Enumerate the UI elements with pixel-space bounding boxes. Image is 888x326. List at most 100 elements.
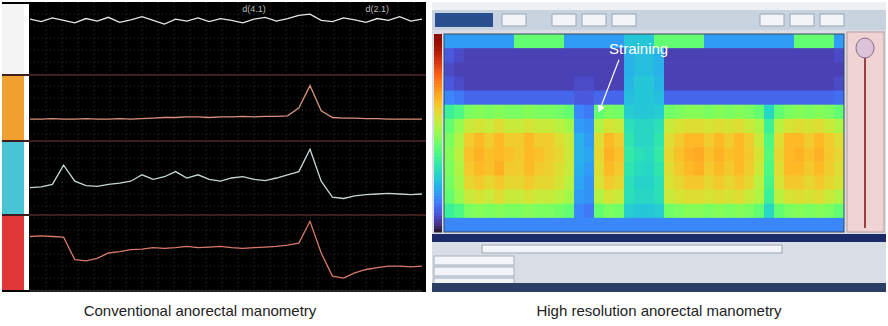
pressure-cell	[764, 175, 775, 190]
pressure-cell	[544, 147, 555, 162]
pressure-cell	[464, 105, 475, 120]
pressure-cell	[724, 204, 735, 219]
pressure-cell	[764, 161, 775, 176]
color-bar-step	[434, 179, 442, 183]
pressure-cell	[464, 34, 475, 49]
pressure-cell	[504, 48, 515, 63]
pressure-cell	[474, 34, 485, 49]
pressure-cell	[594, 34, 605, 49]
pressure-cell	[774, 190, 785, 205]
pressure-cell	[514, 105, 525, 120]
pressure-cell	[584, 218, 595, 232]
pressure-cell	[644, 175, 655, 190]
pressure-cell	[504, 105, 515, 120]
pressure-cell	[494, 133, 505, 148]
pressure-cell	[524, 133, 535, 148]
pressure-cell	[634, 76, 645, 91]
pressure-cell	[734, 62, 745, 77]
pressure-cell	[614, 76, 625, 91]
pressure-cell	[744, 161, 755, 176]
pressure-cell	[524, 105, 535, 120]
color-bar-step	[434, 153, 442, 157]
pressure-cell	[704, 175, 715, 190]
pressure-cell	[674, 133, 685, 148]
grid-dot-line	[30, 158, 422, 159]
pressure-cell	[534, 161, 545, 176]
pressure-cell	[734, 161, 745, 176]
pressure-cell	[464, 218, 475, 232]
pressure-cell	[464, 175, 475, 190]
pressure-cell	[474, 48, 485, 63]
pressure-cell	[774, 119, 785, 134]
pressure-cell	[554, 105, 565, 120]
pressure-cell	[644, 105, 655, 120]
pressure-cell	[474, 133, 485, 148]
pressure-cell	[734, 133, 745, 148]
pressure-cell	[624, 133, 635, 148]
pressure-cell	[594, 105, 605, 120]
pressure-cell	[604, 133, 615, 148]
pressure-cell	[784, 218, 795, 232]
pressure-cell	[654, 119, 665, 134]
pressure-cell	[814, 218, 825, 232]
pressure-cell	[544, 190, 555, 205]
pressure-cell	[744, 119, 755, 134]
pressure-cell	[564, 161, 575, 176]
pressure-cell	[664, 175, 675, 190]
pressure-cell	[614, 218, 625, 232]
pressure-cell	[534, 175, 545, 190]
pressure-cell	[604, 175, 615, 190]
pressure-cell	[794, 34, 805, 49]
pressure-cell	[544, 105, 555, 120]
pressure-cell	[674, 105, 685, 120]
pressure-cell	[714, 218, 725, 232]
pressure-cell	[584, 175, 595, 190]
pressure-cell	[684, 147, 695, 162]
pressure-cell	[604, 91, 615, 106]
pressure-cell	[734, 105, 745, 120]
pressure-cell	[444, 133, 455, 148]
pressure-cell	[544, 62, 555, 77]
pressure-cell	[634, 133, 645, 148]
pressure-cell	[754, 175, 765, 190]
pressure-cell	[444, 105, 455, 120]
pressure-cell	[814, 161, 825, 176]
grid-dot-line	[30, 218, 422, 219]
toolbar	[432, 10, 886, 30]
toolbar-button	[552, 14, 576, 26]
pressure-cell	[464, 48, 475, 63]
side-diagram	[847, 32, 884, 232]
pressure-cell	[784, 147, 795, 162]
pressure-cell	[834, 76, 844, 91]
pressure-cell	[564, 48, 575, 63]
pressure-cell	[614, 91, 625, 106]
color-bar-step	[434, 229, 442, 233]
grid-dot-line	[174, 2, 175, 292]
pressure-cell	[524, 119, 535, 134]
pressure-cell	[574, 133, 585, 148]
pressure-cell	[814, 62, 825, 77]
color-bar-step	[434, 173, 442, 177]
pressure-cell	[664, 105, 675, 120]
pressure-cell	[734, 218, 745, 232]
pressure-cell	[484, 175, 495, 190]
channel-tab	[2, 76, 24, 140]
pressure-cell	[674, 204, 685, 219]
software-window	[432, 2, 886, 292]
pressure-cell	[794, 204, 805, 219]
pressure-cell	[634, 190, 645, 205]
pressure-cell	[534, 91, 545, 106]
pressure-cell	[514, 48, 525, 63]
pressure-cell	[584, 76, 595, 91]
pressure-cell	[754, 147, 765, 162]
pressure-cell	[734, 147, 745, 162]
pressure-cell	[524, 91, 535, 106]
pressure-cell	[524, 218, 535, 232]
grid-dot-line	[30, 206, 422, 207]
pressure-cell	[664, 218, 675, 232]
grid-dot-line	[414, 2, 415, 292]
pressure-cell	[794, 133, 805, 148]
pressure-cell	[504, 119, 515, 134]
pressure-cell	[694, 218, 705, 232]
pressure-cell	[774, 161, 785, 176]
